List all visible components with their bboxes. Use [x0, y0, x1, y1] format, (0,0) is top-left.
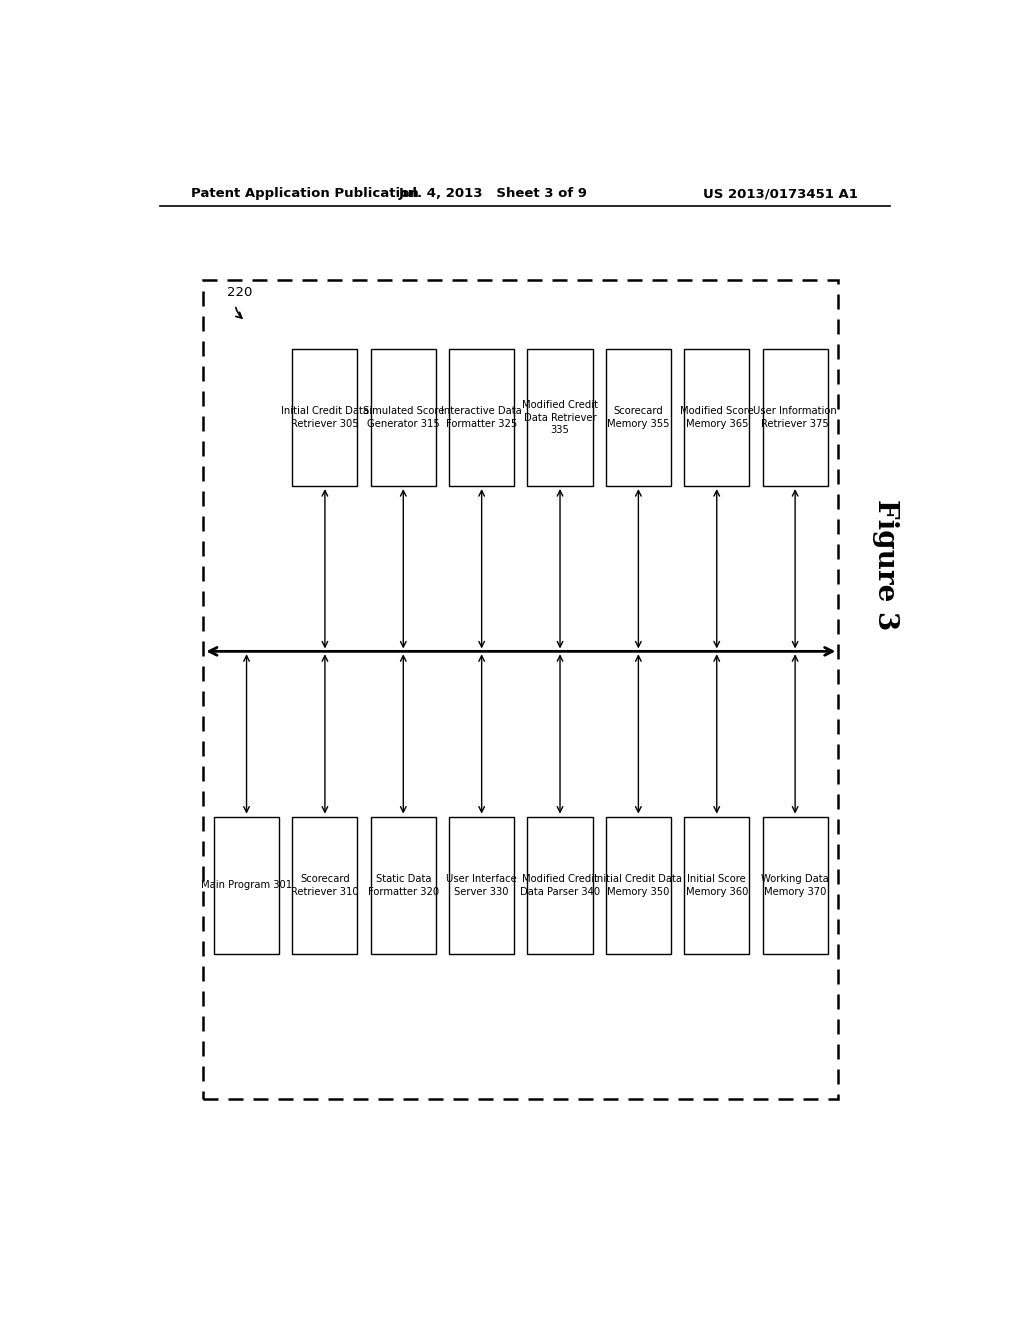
Bar	[293, 817, 357, 954]
Bar	[527, 348, 593, 486]
Text: Jul. 4, 2013   Sheet 3 of 9: Jul. 4, 2013 Sheet 3 of 9	[398, 187, 588, 201]
Text: US 2013/0173451 A1: US 2013/0173451 A1	[703, 187, 858, 201]
Bar	[527, 817, 593, 954]
Text: Modified Score
Memory 365: Modified Score Memory 365	[680, 407, 754, 429]
Bar	[684, 348, 750, 486]
Text: Modified Credit
Data Retriever
335: Modified Credit Data Retriever 335	[522, 400, 598, 436]
Text: User Information
Retriever 375: User Information Retriever 375	[754, 407, 837, 429]
Bar	[293, 348, 357, 486]
Bar	[371, 348, 436, 486]
Text: Figure 3: Figure 3	[872, 499, 899, 631]
Bar	[606, 817, 671, 954]
Text: User Interface
Server 330: User Interface Server 330	[446, 874, 517, 896]
Text: Interactive Data
Formatter 325: Interactive Data Formatter 325	[441, 407, 522, 429]
Text: Initial Credit Data
Memory 350: Initial Credit Data Memory 350	[594, 874, 682, 896]
Text: Patent Application Publication: Patent Application Publication	[191, 187, 419, 201]
Text: 220: 220	[227, 285, 253, 298]
Text: Initial Credit Data
Retriever 305: Initial Credit Data Retriever 305	[281, 407, 369, 429]
Bar	[606, 348, 671, 486]
Text: Static Data
Formatter 320: Static Data Formatter 320	[368, 874, 439, 896]
Text: Scorecard
Memory 355: Scorecard Memory 355	[607, 407, 670, 429]
Text: Modified Credit
Data Parser 340: Modified Credit Data Parser 340	[520, 874, 600, 896]
Bar	[763, 817, 827, 954]
Text: Scorecard
Retriever 310: Scorecard Retriever 310	[291, 874, 358, 896]
Bar	[684, 817, 750, 954]
Bar	[450, 348, 514, 486]
Bar	[214, 817, 280, 954]
Bar	[763, 348, 827, 486]
Bar	[450, 817, 514, 954]
Text: Main Program 301: Main Program 301	[201, 880, 292, 890]
Bar	[371, 817, 436, 954]
Text: Simulated Score
Generator 315: Simulated Score Generator 315	[362, 407, 444, 429]
Text: Working Data
Memory 370: Working Data Memory 370	[761, 874, 829, 896]
Bar	[204, 280, 839, 1098]
Text: Initial Score
Memory 360: Initial Score Memory 360	[685, 874, 748, 896]
